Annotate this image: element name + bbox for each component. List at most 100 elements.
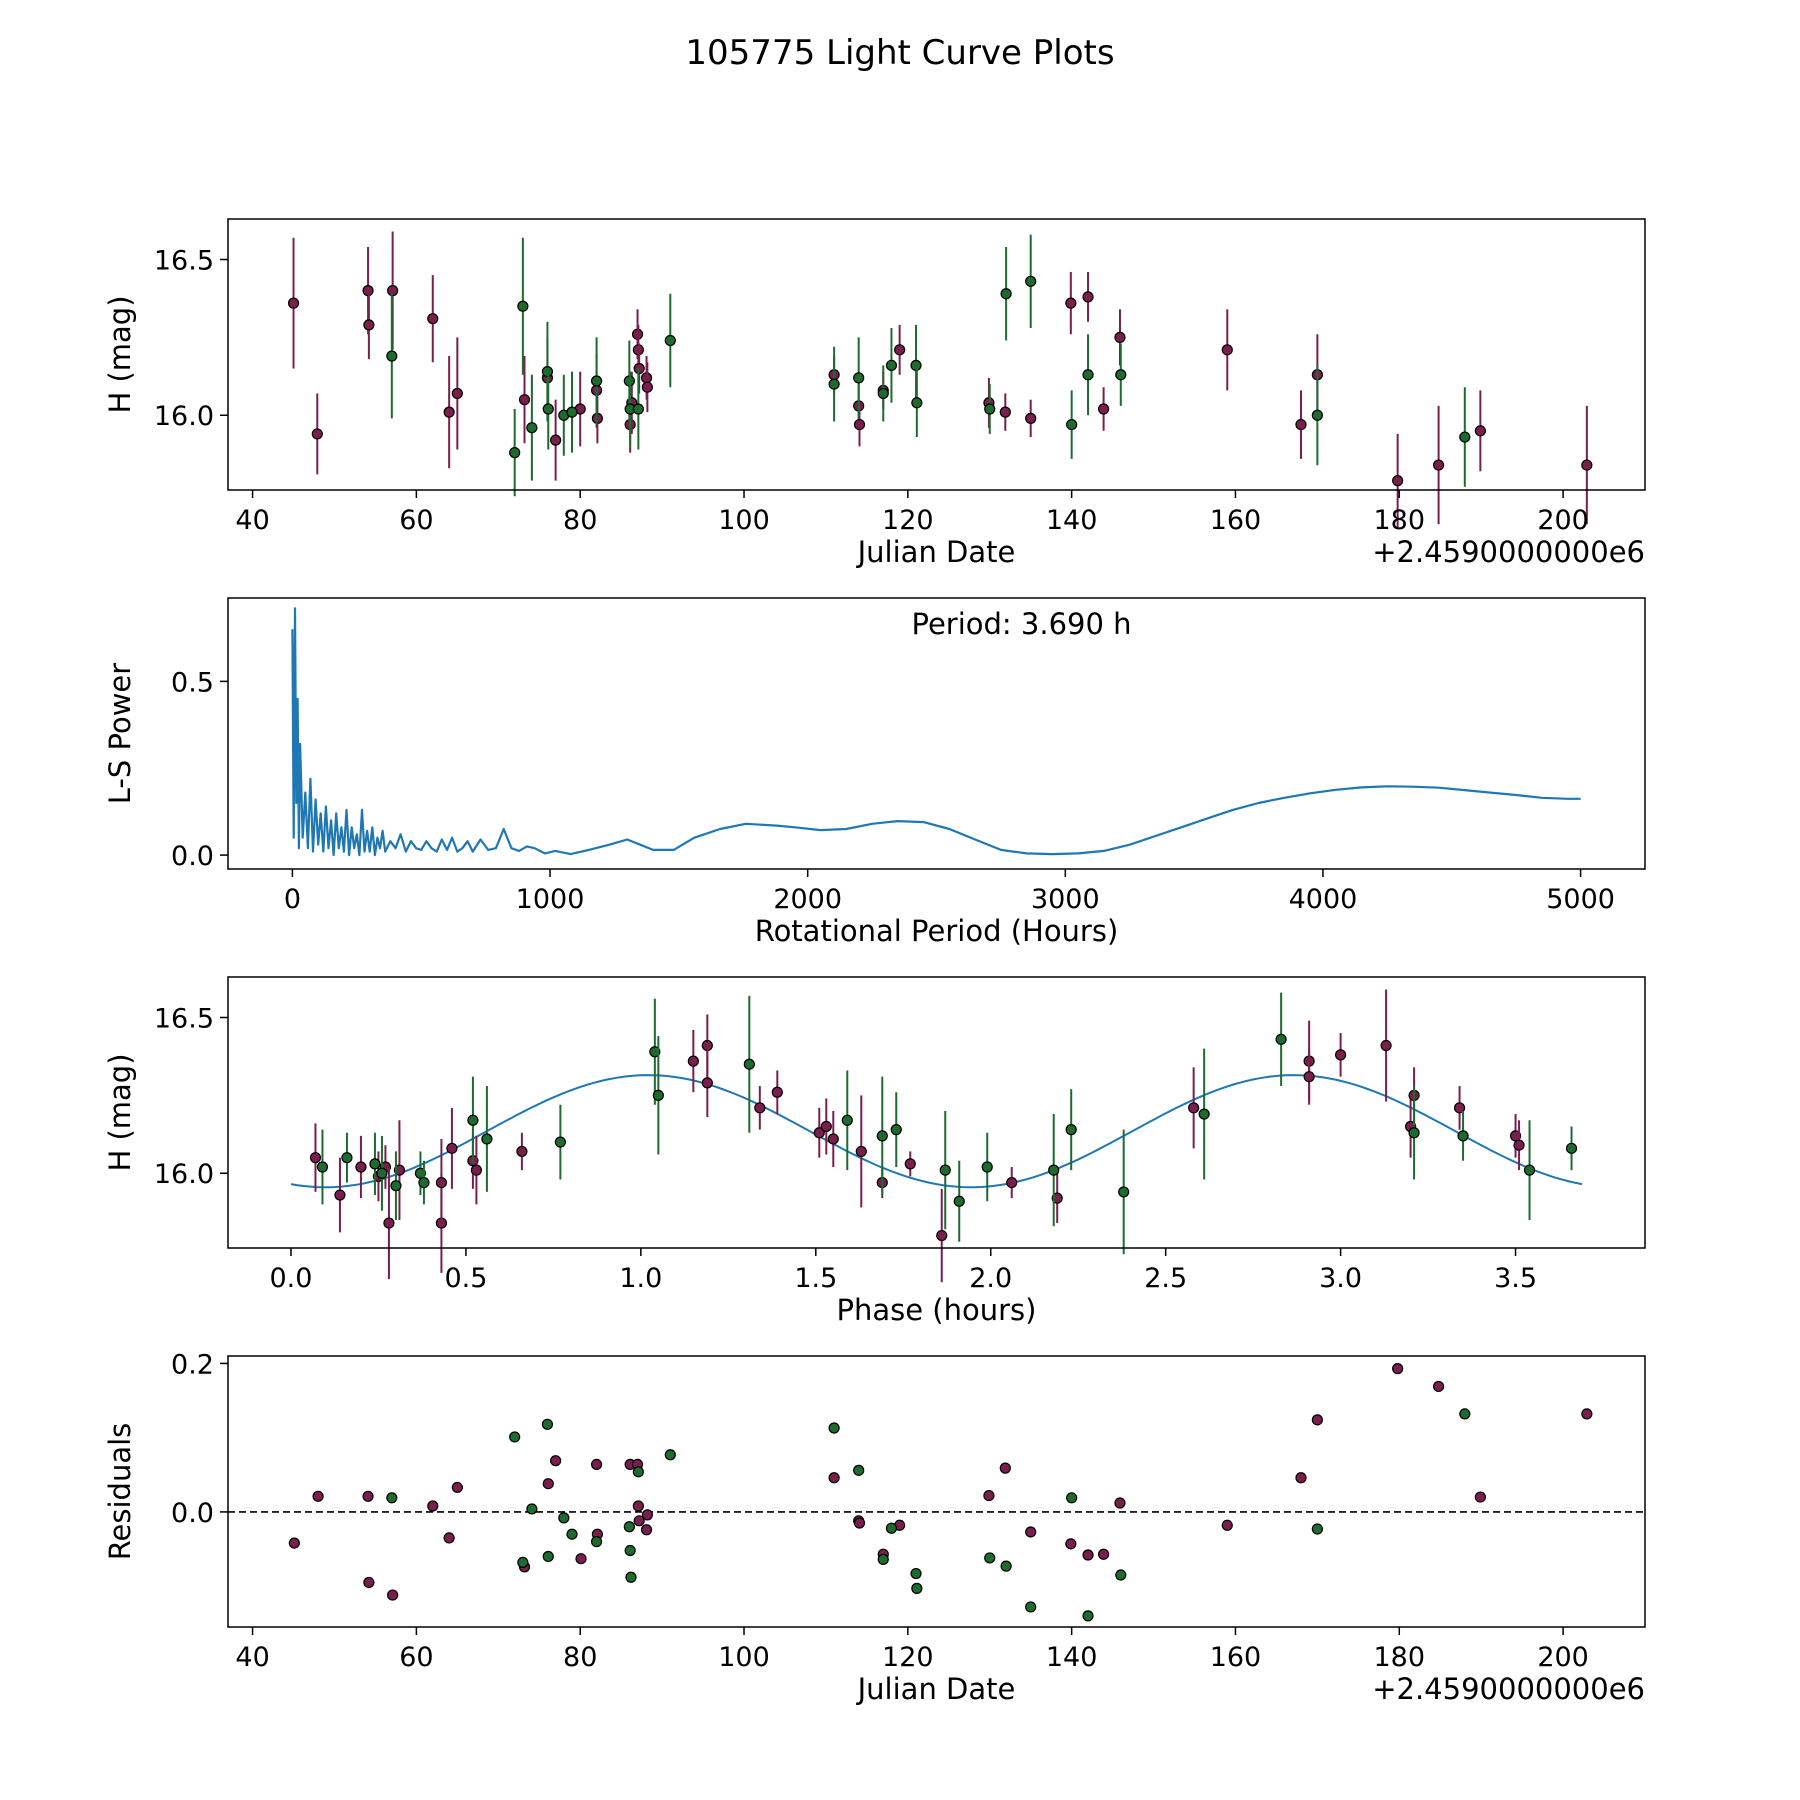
data-point <box>509 447 521 459</box>
data-point <box>820 1120 832 1133</box>
data-point <box>999 1462 1011 1474</box>
y-tick-label: 0.5 <box>171 667 214 698</box>
data-point <box>1311 1523 1323 1535</box>
data-point <box>633 1515 645 1527</box>
data-point <box>1459 1408 1471 1420</box>
phased-ylabel: H (mag) <box>103 1053 137 1171</box>
data-point <box>813 1127 825 1139</box>
data-point <box>841 1114 853 1126</box>
lightcurve-data <box>287 231 1593 528</box>
data-point <box>467 1114 479 1126</box>
data-point <box>939 1164 951 1176</box>
data-point <box>427 313 439 325</box>
figure-title: 105775 Light Curve Plots <box>685 33 1114 73</box>
y-tick-label: 16.5 <box>154 1003 214 1034</box>
data-point <box>566 1528 578 1540</box>
data-point <box>383 1217 395 1229</box>
data-point <box>664 334 676 347</box>
data-point <box>911 1582 923 1594</box>
data-point <box>288 1537 300 1549</box>
lightcurve-axes: 40 60 80 100 120 140 160 180 200 16.0 16.5 <box>154 245 1589 536</box>
periodogram-data <box>291 607 1581 857</box>
data-point <box>1082 1549 1094 1561</box>
data-point <box>640 1524 653 1536</box>
x-tick-label: 160 <box>1210 1642 1262 1673</box>
period-annotation: Period: 3.690 h <box>911 607 1131 641</box>
data-point <box>517 300 529 312</box>
data-point <box>877 1553 889 1566</box>
data-point <box>1000 1560 1012 1572</box>
lightcurve-xlabel: Julian Date <box>856 535 1016 569</box>
data-point <box>376 1167 388 1179</box>
data-point <box>885 359 898 372</box>
x-tick-label: 0.5 <box>444 1263 487 1294</box>
x-tick-label: 100 <box>718 1642 770 1673</box>
data-point <box>1432 459 1445 471</box>
periodogram-panel: 0 1000 2000 3000 4000 5000 0.0 0.5 Rotational P… <box>103 597 1646 948</box>
data-point <box>363 319 375 331</box>
data-point <box>1025 275 1037 287</box>
x-tick-label: 160 <box>1210 505 1262 536</box>
residuals-data <box>228 1363 1645 1622</box>
x-tick-label: 80 <box>563 1642 597 1673</box>
data-point <box>1392 1363 1404 1375</box>
data-point <box>953 1195 965 1207</box>
data-point <box>386 1492 398 1504</box>
data-point <box>1114 331 1126 343</box>
data-point <box>1066 418 1078 431</box>
data-point <box>1198 1108 1210 1120</box>
periodogram-line <box>291 607 1581 857</box>
data-point <box>828 1472 840 1484</box>
residuals-panel: 40 60 80 100 120 140 160 180 200 0.0 0.2 Julian Da… <box>103 1349 1646 1706</box>
data-point <box>1082 1610 1094 1622</box>
periodogram-frame <box>227 597 1646 870</box>
data-point <box>983 1489 995 1502</box>
phased-frame <box>227 976 1646 1249</box>
x-tick-label: 180 <box>1374 505 1426 536</box>
data-point <box>362 1490 374 1502</box>
data-point <box>334 1189 346 1201</box>
data-point <box>904 1158 916 1170</box>
x-tick-label: 180 <box>1374 1642 1426 1673</box>
data-point <box>1275 1033 1287 1045</box>
data-point <box>632 403 644 415</box>
data-point <box>541 1418 554 1430</box>
data-point <box>743 1058 755 1070</box>
data-point <box>1311 1414 1323 1426</box>
y-tick-label: 16.5 <box>154 245 214 276</box>
data-point <box>936 1229 948 1242</box>
data-point <box>1082 369 1094 381</box>
data-point <box>1025 1601 1037 1613</box>
lightcurve-panel: 40 60 80 100 120 140 160 180 200 16.0 16.5 Julian … <box>103 218 1646 569</box>
data-point <box>652 1089 664 1101</box>
data-point <box>1523 1164 1536 1176</box>
x-tick-label: 0.0 <box>270 1263 313 1294</box>
data-point <box>623 1521 635 1533</box>
data-point <box>1565 1142 1578 1154</box>
data-point <box>418 1176 430 1189</box>
data-point <box>1221 1519 1233 1531</box>
x-tick-label: 80 <box>563 505 597 536</box>
x-tick-label: 1.0 <box>619 1263 662 1294</box>
data-point <box>1118 1186 1130 1198</box>
data-point <box>1006 1176 1018 1189</box>
data-point <box>911 397 923 409</box>
data-point <box>341 1152 353 1164</box>
data-point <box>1097 1548 1110 1560</box>
x-tick-label: 4000 <box>1289 884 1358 915</box>
x-tick-label: 200 <box>1537 505 1589 536</box>
data-point <box>1453 1102 1466 1114</box>
residuals-ylabel: Residuals <box>103 1423 137 1561</box>
data-point <box>876 1130 888 1142</box>
data-point <box>590 1536 603 1548</box>
data-point <box>1335 1049 1347 1061</box>
lightcurve-ylabel: H (mag) <box>103 295 137 413</box>
data-point <box>853 418 866 431</box>
data-point <box>1432 1380 1445 1393</box>
data-point <box>1065 1538 1077 1550</box>
data-point <box>481 1133 493 1145</box>
data-point <box>641 381 653 393</box>
lightcurve-offset-label: +2.4590000000e6 <box>1372 535 1645 569</box>
data-point <box>1474 425 1486 437</box>
data-point <box>446 1142 458 1154</box>
